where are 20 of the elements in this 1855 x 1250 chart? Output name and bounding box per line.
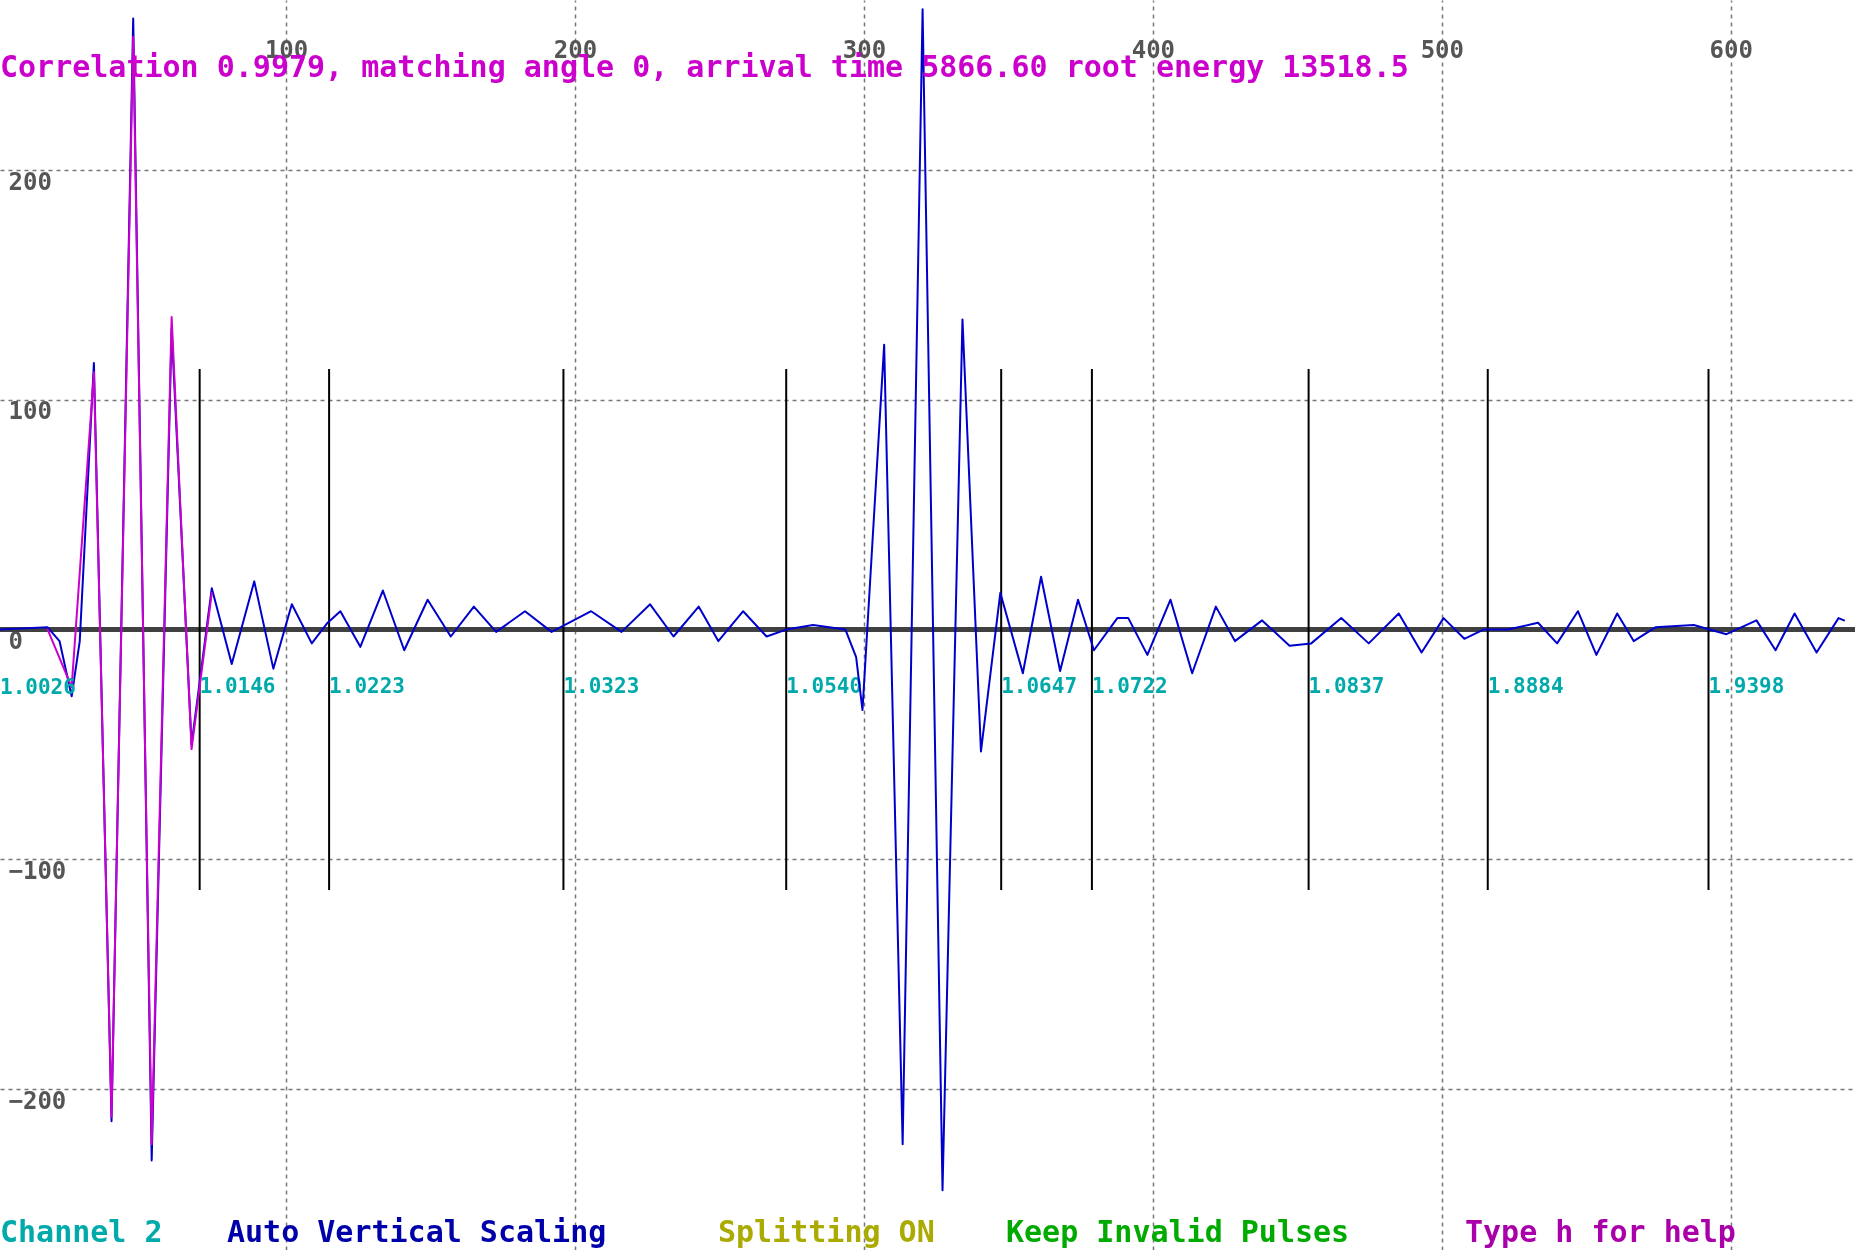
y-tick-label: 0 <box>8 627 23 656</box>
annotation: 1.9398 <box>1708 674 1785 699</box>
annotation: 1.0722 <box>1091 674 1168 699</box>
annotation: 1.0647 <box>1001 674 1078 699</box>
x-tick-label: 600 <box>1709 35 1753 64</box>
y-tick-label: 200 <box>8 167 52 196</box>
annotation: 1.8884 <box>1487 674 1564 699</box>
annotation: 1.0146 <box>199 674 276 699</box>
annotation: 1.0323 <box>563 674 640 699</box>
annotation: Channel 2 <box>0 1214 163 1249</box>
x-tick-label: 500 <box>1420 35 1464 64</box>
annotation: 1.0223 <box>329 674 405 699</box>
y-tick-label: −200 <box>8 1086 67 1115</box>
annotation: Splitting ON <box>718 1214 935 1249</box>
annotation: Type h for help <box>1465 1214 1736 1249</box>
y-tick-label: 100 <box>8 397 52 426</box>
annotation: Auto Vertical Scaling <box>227 1214 607 1249</box>
annotation: Keep Invalid Pulses <box>1006 1214 1350 1249</box>
y-tick-label: −100 <box>8 856 67 885</box>
annotation: 1.0837 <box>1308 674 1385 699</box>
